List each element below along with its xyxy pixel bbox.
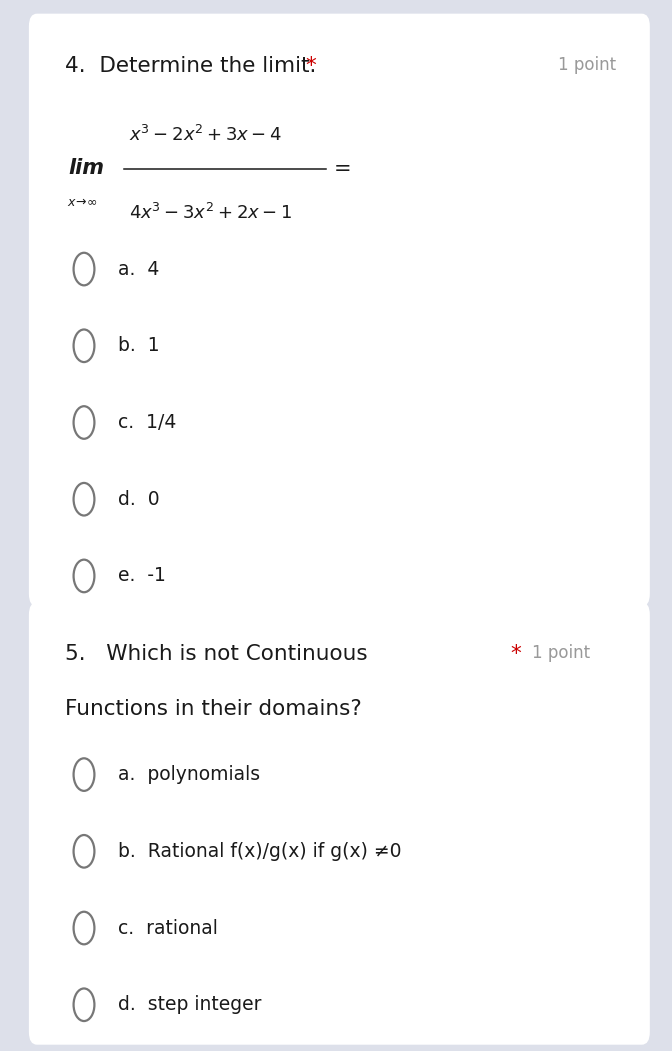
Text: d.  0: d. 0 bbox=[118, 490, 159, 509]
Text: c.  rational: c. rational bbox=[118, 919, 218, 937]
FancyBboxPatch shape bbox=[29, 14, 650, 606]
Text: lim: lim bbox=[69, 158, 105, 179]
Text: a.  4: a. 4 bbox=[118, 260, 159, 279]
Text: d.  step integer: d. step integer bbox=[118, 995, 261, 1014]
Text: 1 point: 1 point bbox=[532, 644, 590, 662]
Text: 1 point: 1 point bbox=[558, 56, 616, 74]
Text: 5.   Which is not Continuous: 5. Which is not Continuous bbox=[65, 644, 368, 664]
Text: $x\!\to\!\infty$: $x\!\to\!\infty$ bbox=[67, 197, 97, 209]
Text: 4.  Determine the limit.: 4. Determine the limit. bbox=[65, 56, 323, 76]
Text: a.  polynomials: a. polynomials bbox=[118, 765, 259, 784]
Text: b.  Rational f(x)/g(x) if g(x) ≠0: b. Rational f(x)/g(x) if g(x) ≠0 bbox=[118, 842, 401, 861]
Text: e.  -1: e. -1 bbox=[118, 566, 165, 585]
Text: c.  1/4: c. 1/4 bbox=[118, 413, 176, 432]
Text: =: = bbox=[334, 159, 351, 180]
Text: *: * bbox=[306, 56, 317, 76]
Text: $4x^3 - 3x^2 + 2x - 1$: $4x^3 - 3x^2 + 2x - 1$ bbox=[129, 203, 292, 224]
Text: *: * bbox=[511, 644, 521, 664]
FancyBboxPatch shape bbox=[29, 602, 650, 1045]
Text: $x^3 - 2x^2 + 3x - 4$: $x^3 - 2x^2 + 3x - 4$ bbox=[129, 124, 282, 145]
Text: b.  1: b. 1 bbox=[118, 336, 159, 355]
Text: Functions in their domains?: Functions in their domains? bbox=[65, 699, 362, 719]
